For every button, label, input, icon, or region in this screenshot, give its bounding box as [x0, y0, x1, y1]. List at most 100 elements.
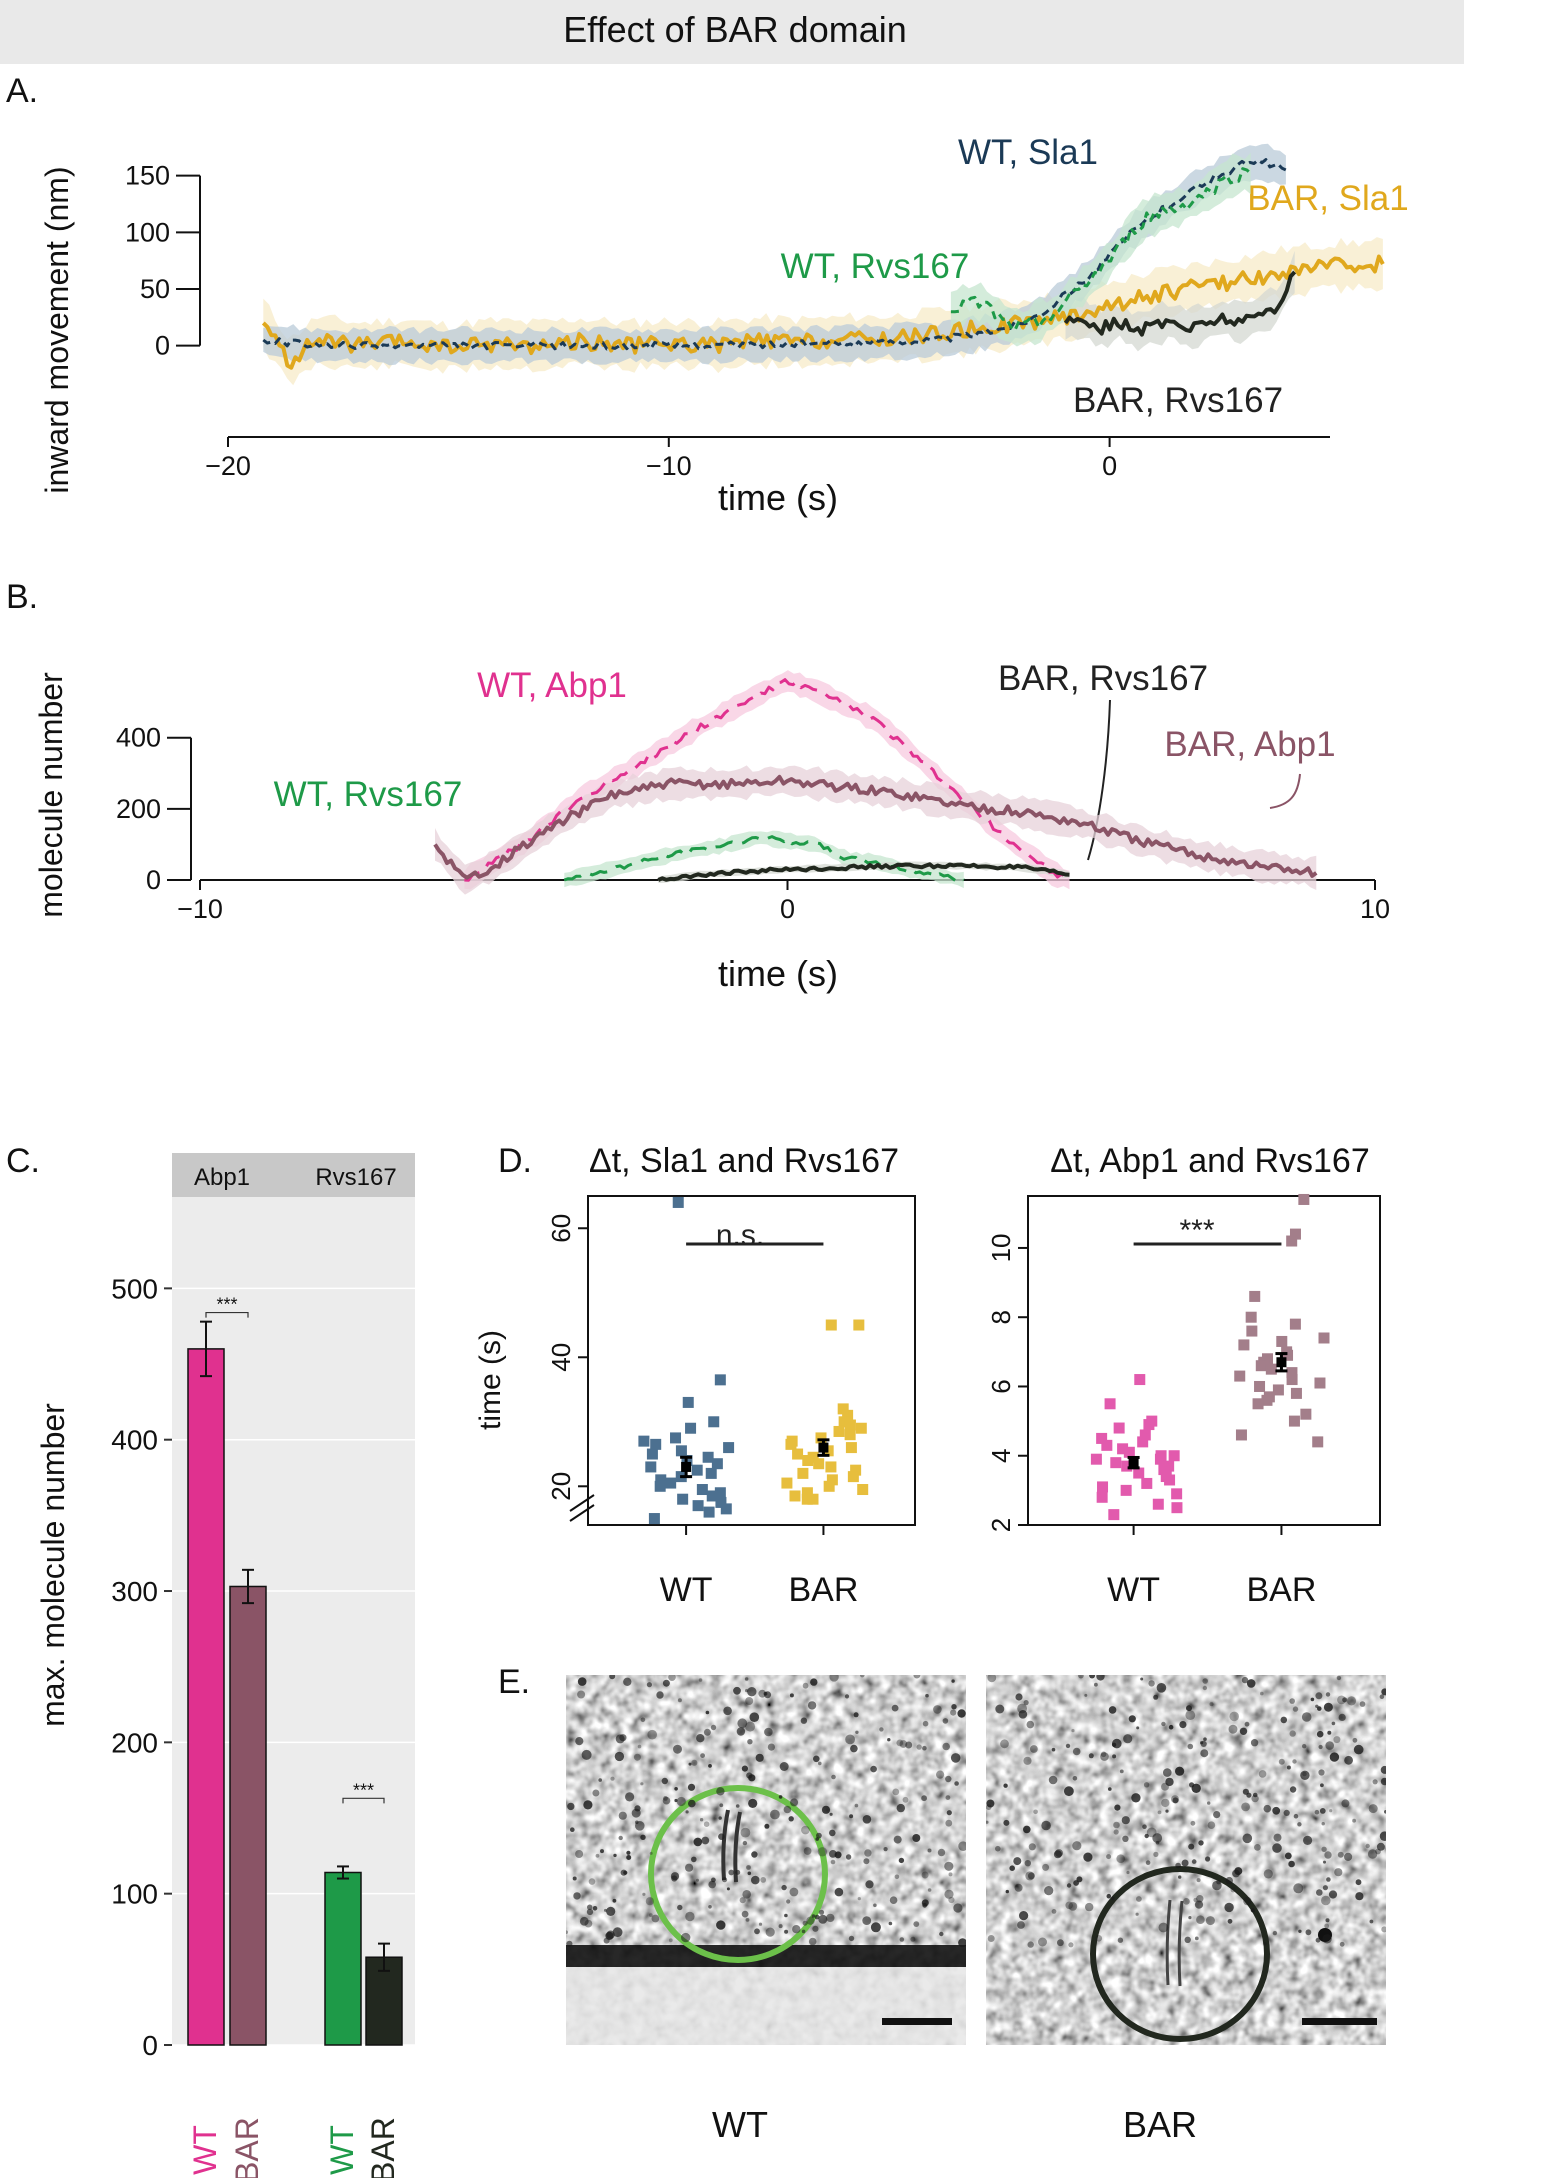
speckle: [699, 1818, 704, 1822]
speckle: [951, 1704, 957, 1710]
speckle: [1171, 1795, 1179, 1804]
speckle: [1284, 1852, 1292, 1860]
data-point-bar: [825, 1461, 837, 1473]
data-point-bar: [1286, 1367, 1298, 1379]
speckle: [1178, 1875, 1182, 1879]
data-point-wt: [645, 1461, 657, 1473]
speckle: [1108, 1787, 1112, 1791]
data-point-wt: [1108, 1509, 1120, 1521]
speckle: [626, 1855, 632, 1860]
data-point-wt: [1096, 1491, 1108, 1503]
speckle: [751, 1851, 758, 1858]
mean-marker: [681, 1461, 692, 1472]
speckle: [1095, 1935, 1103, 1942]
speckle: [1225, 1876, 1234, 1885]
speckle: [646, 1682, 653, 1688]
speckle: [626, 1850, 631, 1855]
speckle: [1143, 1782, 1150, 1788]
speckle: [711, 1877, 716, 1883]
data-point-bar: [1300, 1408, 1312, 1420]
data-point-wt: [1141, 1477, 1153, 1489]
data-point-wt: [691, 1464, 703, 1476]
data-point-bar: [1298, 1193, 1310, 1205]
speckle: [853, 1712, 859, 1718]
speckle: [862, 1815, 872, 1824]
speckle: [812, 1925, 819, 1932]
scale-bar-wt: [882, 2018, 952, 2025]
speckle: [673, 1744, 682, 1754]
speckle: [1324, 1851, 1332, 1859]
speckle: [1009, 1865, 1015, 1871]
speckle: [1293, 1883, 1304, 1894]
speckle: [1165, 1777, 1174, 1787]
speckle: [1072, 1747, 1081, 1756]
x-tick-label: BAR: [788, 1571, 858, 1609]
speckle: [1144, 1833, 1149, 1839]
speckle: [637, 1744, 642, 1749]
speckle: [1196, 1878, 1201, 1883]
speckle: [1323, 1860, 1326, 1864]
significance-label: ***: [216, 1295, 237, 1315]
data-point-wt: [715, 1496, 727, 1508]
speckle: [1068, 1902, 1078, 1911]
x-tick-label: WT: [1107, 1571, 1160, 1609]
speckle: [954, 1781, 959, 1786]
speckle: [893, 1835, 902, 1844]
speckle: [620, 1869, 627, 1876]
data-point-wt: [1101, 1439, 1113, 1451]
speckle: [958, 1841, 966, 1851]
speckle: [575, 1850, 584, 1858]
data-point-wt: [692, 1500, 704, 1512]
speckle: [1026, 1720, 1035, 1729]
data-point-bar: [845, 1442, 857, 1454]
speckle: [1112, 1754, 1117, 1759]
label-bar-abp1: BAR, Abp1: [1164, 725, 1335, 764]
panel-b-xlabel: time (s): [718, 953, 838, 994]
label-wt-sla1: WT, Sla1: [958, 133, 1098, 172]
speckle: [910, 1936, 916, 1942]
speckle: [623, 1677, 632, 1687]
speckle: [748, 1798, 758, 1808]
speckle: [661, 1777, 668, 1785]
data-point-wt: [670, 1432, 682, 1444]
speckle: [674, 1798, 678, 1803]
mean-marker: [1276, 1357, 1287, 1368]
data-point-wt: [714, 1487, 726, 1499]
y-tick-label: 400: [111, 1425, 158, 1456]
bar-wt-abp1: [187, 1348, 225, 2046]
speckle: [936, 1770, 945, 1779]
y-tick-label: 400: [116, 723, 161, 753]
significance-label: ***: [353, 1780, 374, 1800]
speckle: [635, 1820, 639, 1825]
data-point-wt: [711, 1458, 723, 1470]
speckle: [1228, 1724, 1238, 1734]
speckle: [944, 1889, 954, 1899]
speckle: [719, 1803, 724, 1808]
panel-label-d: D.: [498, 1142, 532, 1180]
speckle: [745, 1918, 750, 1922]
series-wt-rvs167: [950, 167, 1252, 332]
speckle: [1157, 1810, 1162, 1815]
speckle: [640, 1782, 644, 1786]
data-point-bar: [1245, 1311, 1257, 1323]
speckle: [849, 1814, 854, 1819]
data-point-wt: [1104, 1398, 1116, 1410]
speckle: [567, 1802, 575, 1811]
panel-a-ylabel: inward movement (nm): [39, 166, 75, 493]
panel-label-b: B.: [6, 578, 38, 616]
data-point-wt: [1133, 1467, 1145, 1479]
speckle: [1241, 1676, 1249, 1684]
speckle: [758, 1922, 763, 1926]
speckle: [789, 1887, 799, 1897]
data-point-wt: [1171, 1488, 1183, 1500]
speckle: [583, 1800, 593, 1810]
speckle: [1179, 1721, 1187, 1729]
panel-d2-annotation: ***: [1179, 1214, 1214, 1247]
speckle: [863, 1858, 870, 1865]
data-point-wt: [1164, 1474, 1176, 1486]
speckle: [925, 1693, 929, 1698]
speckle: [1085, 1902, 1094, 1912]
panel-d1-annotation: n.s.: [716, 1219, 764, 1252]
speckle: [1227, 1918, 1233, 1924]
speckle: [733, 1686, 741, 1695]
